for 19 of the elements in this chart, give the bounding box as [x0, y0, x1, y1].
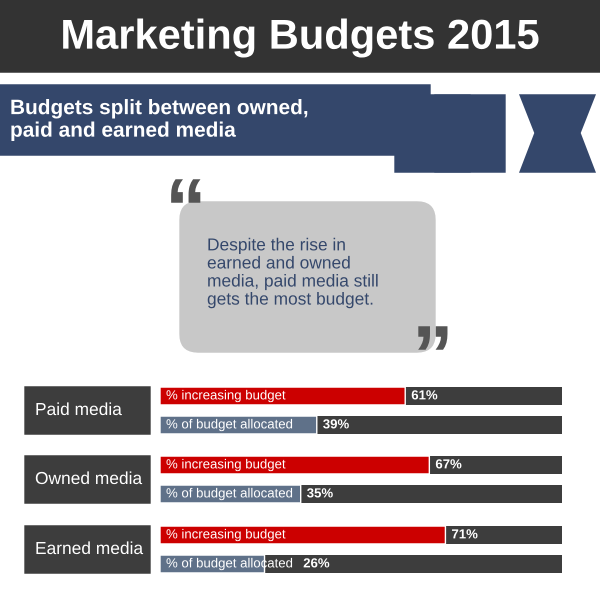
chart-title: Marketing Budgets 2015 [63, 18, 539, 58]
text: Despite the rise in earned and owned media, paid media still gets the most budget. [208, 238, 378, 308]
y-tick-label: Earned media [36, 541, 144, 554]
y-tick-label: Paid media [36, 402, 122, 416]
y-tick-label: Owned media [36, 471, 142, 484]
data-label: 35% [307, 488, 333, 498]
text: ” [418, 326, 448, 350]
series-label: % increasing budget [166, 390, 286, 402]
text: % of budget allocated [166, 488, 292, 500]
data-label: 67% [436, 459, 462, 469]
data-label: 39% [323, 419, 349, 429]
text: % increasing budget [166, 458, 286, 472]
data-label: 26% [304, 558, 330, 568]
text: “ [171, 179, 200, 203]
data-label: 61% [412, 390, 438, 400]
series-label: % of budget allocated [166, 418, 292, 432]
data-label: 71% [452, 529, 478, 539]
text: % increasing budget [166, 528, 286, 542]
chart-subtitle: Budgets split between owned, paid and earned media [11, 99, 308, 141]
